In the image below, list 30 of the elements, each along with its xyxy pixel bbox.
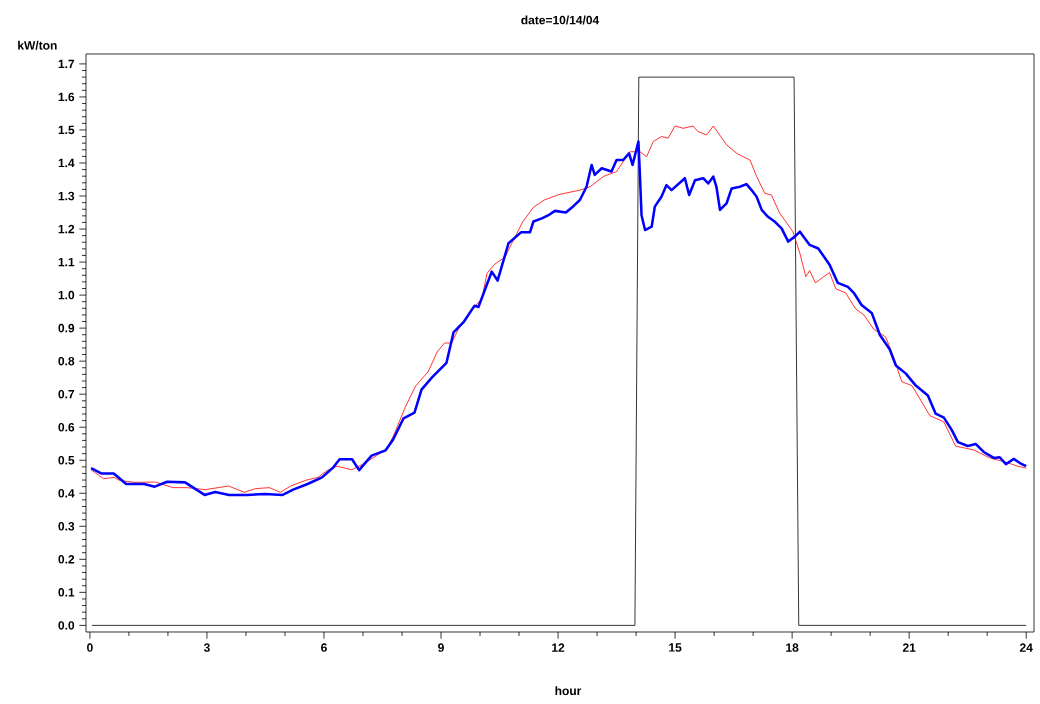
x-tick-label: 6 bbox=[321, 643, 327, 652]
x-tick-label: 3 bbox=[203, 643, 210, 652]
y-tick-label: 1.5 bbox=[58, 125, 75, 135]
y-tick-label: 0.7 bbox=[58, 389, 75, 399]
x-tick-label: 21 bbox=[902, 643, 916, 652]
y-tick-label: 0.8 bbox=[58, 356, 75, 366]
chart-title: date=10/14/04 bbox=[521, 15, 600, 25]
x-tick-label: 24 bbox=[1019, 643, 1033, 652]
x-tick-label: 0 bbox=[87, 643, 93, 652]
y-tick-label: 0.3 bbox=[58, 522, 75, 531]
y-tick-label: 1.0 bbox=[58, 290, 75, 300]
y-tick-label: 1.7 bbox=[58, 59, 75, 69]
y-tick-label: 0.1 bbox=[58, 588, 75, 597]
y-tick-label: 0.5 bbox=[58, 455, 75, 465]
y-tick-label: 1.4 bbox=[58, 158, 75, 168]
y-tick-label: 0.9 bbox=[58, 323, 75, 333]
x-axis-title: hour bbox=[555, 686, 582, 696]
y-tick-label: 1.2 bbox=[58, 224, 75, 234]
y-tick-label: 0.0 bbox=[58, 621, 75, 630]
x-tick-label: 18 bbox=[786, 643, 799, 652]
y-tick-label: 0.2 bbox=[58, 555, 75, 564]
y-tick-label: 0.6 bbox=[58, 422, 75, 432]
y-tick-label: 1.6 bbox=[58, 92, 75, 102]
x-tick-label: 12 bbox=[552, 643, 565, 652]
y-tick-label: 1.1 bbox=[58, 257, 75, 267]
x-tick-label: 9 bbox=[438, 643, 444, 652]
y-tick-label: 0.4 bbox=[58, 489, 75, 498]
y-axis-title: kW/ton bbox=[18, 40, 57, 50]
x-tick-label: 15 bbox=[669, 643, 682, 652]
y-tick-label: 1.3 bbox=[58, 191, 75, 201]
